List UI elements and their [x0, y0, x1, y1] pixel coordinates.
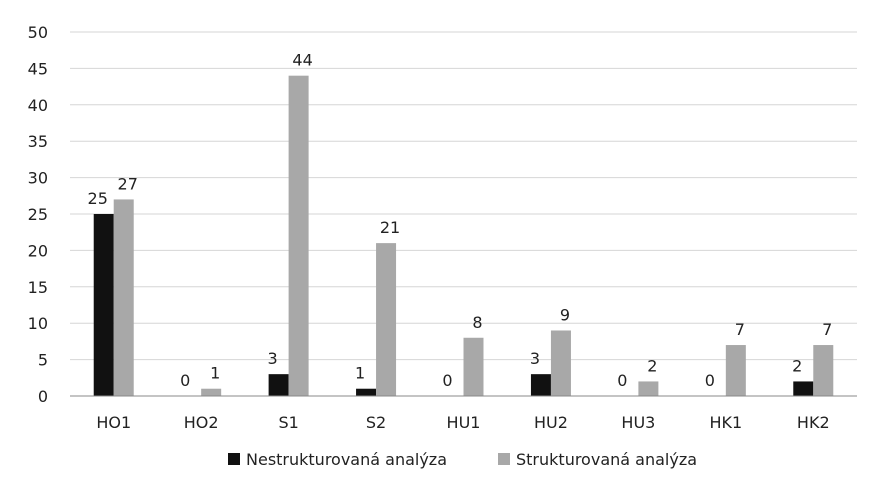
- data-label: 44: [292, 51, 312, 70]
- bar-series-1: [793, 381, 814, 396]
- data-label: 25: [88, 189, 108, 208]
- bar-series-2: [113, 199, 134, 396]
- legend: Nestrukturovaná analýza Strukturovaná ana…: [228, 450, 697, 469]
- bar-series-2: [376, 243, 397, 396]
- y-tick-label: 30: [28, 169, 48, 188]
- x-tick-label: HO2: [184, 413, 219, 432]
- data-label: 0: [705, 371, 715, 390]
- x-tick-label: HK1: [709, 413, 742, 432]
- bar-series-2: [813, 345, 834, 396]
- data-label: 0: [180, 371, 190, 390]
- legend-swatch: [228, 453, 240, 465]
- bar-series-2: [550, 330, 571, 396]
- gridlines: [70, 31, 857, 361]
- y-axis-ticks: 0 5 10 15 20 25 30 35 40 45 50: [28, 23, 48, 406]
- legend-label: Nestrukturovaná analýza: [246, 450, 447, 469]
- x-tick-label: HK2: [797, 413, 830, 432]
- data-label: 21: [380, 218, 400, 237]
- y-tick-label: 0: [38, 387, 48, 406]
- y-tick-label: 25: [28, 205, 48, 224]
- bar-series-1: [268, 374, 289, 396]
- bar-series-1: [93, 214, 114, 396]
- y-tick-label: 45: [28, 59, 48, 78]
- y-tick-label: 10: [28, 314, 48, 333]
- data-label: 27: [118, 174, 138, 193]
- x-tick-label: S1: [278, 413, 298, 432]
- bar-series-1: [530, 374, 551, 396]
- data-label: 2: [647, 356, 657, 375]
- legend-swatch: [498, 453, 510, 465]
- data-label: 0: [442, 371, 452, 390]
- x-tick-label: HU2: [534, 413, 568, 432]
- bar-series-2: [288, 75, 309, 397]
- legend-label: Strukturovaná analýza: [516, 450, 697, 469]
- y-tick-label: 40: [28, 96, 48, 115]
- bar-series-2: [463, 337, 484, 396]
- x-tick-label: HO1: [96, 413, 131, 432]
- data-label: 1: [210, 364, 220, 383]
- data-label: 7: [822, 320, 832, 339]
- data-label: 1: [355, 364, 365, 383]
- data-label: 3: [530, 349, 540, 368]
- x-tick-label: S2: [366, 413, 386, 432]
- x-axis-ticks: HO1 HO2 S1 S2 HU1 HU2 HU3 HK1 HK2: [96, 413, 829, 432]
- y-tick-label: 50: [28, 23, 48, 42]
- bars: [93, 75, 834, 397]
- bar-series-2: [725, 345, 746, 396]
- x-tick-label: HU3: [621, 413, 655, 432]
- data-label: 2: [792, 356, 802, 375]
- data-label: 9: [560, 305, 570, 324]
- y-tick-label: 35: [28, 132, 48, 151]
- bar-series-1: [356, 388, 377, 396]
- data-label: 0: [617, 371, 627, 390]
- bar-series-2: [638, 381, 659, 396]
- data-label: 8: [472, 313, 482, 332]
- data-label: 3: [268, 349, 278, 368]
- data-label: 7: [735, 320, 745, 339]
- y-tick-label: 20: [28, 241, 48, 260]
- bar-series-2: [201, 388, 222, 396]
- y-tick-label: 5: [38, 351, 48, 370]
- x-tick-label: HU1: [447, 413, 481, 432]
- y-tick-label: 15: [28, 278, 48, 297]
